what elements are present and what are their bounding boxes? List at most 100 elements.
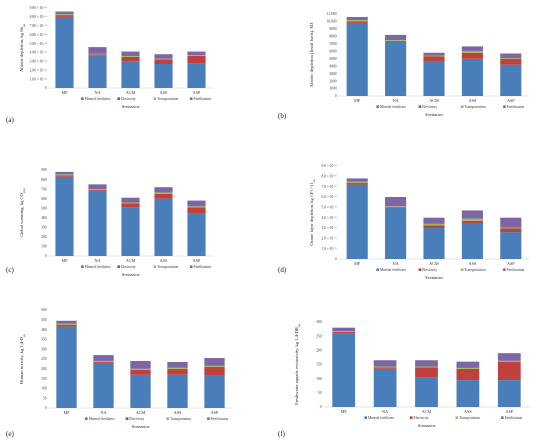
panel-label: (e) bbox=[6, 430, 14, 438]
legend-swatch bbox=[376, 268, 379, 271]
legend-label: Fertilization bbox=[194, 265, 212, 269]
legend-swatch bbox=[117, 265, 120, 268]
bar-segment bbox=[461, 218, 483, 221]
y-tick-label: 3.00 × 10⁻⁴ bbox=[30, 60, 48, 64]
bar-segment bbox=[121, 197, 140, 203]
bar-segment bbox=[154, 198, 173, 256]
x-category-label: MF bbox=[61, 90, 68, 95]
bar-segment bbox=[415, 360, 438, 367]
x-category-label: ASS bbox=[469, 261, 477, 266]
legend-swatch bbox=[418, 268, 422, 271]
y-tick-label: 150 bbox=[316, 363, 322, 367]
x-category-label: MF bbox=[63, 410, 70, 415]
bar-segment bbox=[121, 61, 140, 88]
bar-segment bbox=[130, 374, 151, 408]
legend-swatch bbox=[189, 97, 193, 100]
bar-segment bbox=[204, 358, 225, 366]
y-tick-label: 150 bbox=[41, 377, 47, 381]
y-tick-label: 2.00 × 10⁻⁴ bbox=[30, 68, 48, 72]
bar-segment bbox=[88, 191, 107, 256]
y-tick-label: 400 bbox=[41, 328, 47, 332]
bar-segment bbox=[55, 11, 74, 15]
bar-segment bbox=[88, 47, 107, 54]
y-tick-label: 250 bbox=[41, 357, 47, 361]
bar-segment bbox=[332, 331, 356, 332]
y-tick-label: 7.00 × 10⁻⁴ bbox=[30, 24, 48, 28]
x-category-label: MF bbox=[341, 409, 348, 414]
bar-segment bbox=[55, 174, 74, 176]
x-category-label: NA bbox=[382, 409, 388, 414]
bar-segment bbox=[500, 53, 522, 58]
legend-label: Mineral fertilizers bbox=[380, 268, 407, 272]
y-tick-label: 2.0 × 10⁻⁵ bbox=[321, 237, 337, 241]
x-axis-title: Scenarios bbox=[425, 275, 443, 280]
legend-swatch bbox=[117, 97, 120, 100]
legend-label: Mineral fertilizers bbox=[85, 265, 112, 269]
x-category-label: ACM bbox=[126, 258, 136, 263]
bar-segment bbox=[423, 225, 445, 228]
y-tick-label: 500 bbox=[41, 206, 47, 210]
bar-segment bbox=[456, 367, 480, 369]
bar-segment bbox=[346, 21, 368, 23]
y-tick-label: 300 bbox=[41, 226, 47, 230]
y-tick-label: 500 bbox=[41, 308, 47, 312]
y-tick-label: 4.00 × 10⁻⁴ bbox=[30, 51, 48, 55]
y-tick-label: 400 bbox=[41, 216, 47, 220]
legend-swatch bbox=[503, 268, 506, 271]
bar-segment bbox=[456, 368, 480, 381]
bar-segment bbox=[93, 360, 114, 362]
y-tick-label: 1000 bbox=[329, 87, 336, 91]
bar-segment bbox=[121, 56, 140, 62]
bar-segment bbox=[204, 365, 225, 367]
bar-segment bbox=[154, 59, 173, 64]
x-category-label: ACM bbox=[429, 98, 439, 103]
y-tick-label: 1.00 × 10⁻⁴ bbox=[30, 77, 48, 81]
legend-label: Transportation bbox=[157, 265, 178, 269]
bar-segment bbox=[56, 323, 77, 325]
bar-segment bbox=[346, 181, 368, 184]
x-category-label: ASP bbox=[505, 409, 513, 414]
x-category-label: ACM bbox=[429, 261, 439, 266]
legend-swatch bbox=[125, 417, 129, 420]
bar-segment bbox=[204, 366, 225, 376]
bar-segment bbox=[423, 52, 445, 56]
bar-segment bbox=[500, 227, 522, 229]
bar-segment bbox=[93, 361, 114, 363]
y-tick-label: 0 bbox=[45, 86, 47, 90]
bar-segment bbox=[88, 54, 107, 56]
legend-label: Mineral fertilizers bbox=[89, 417, 116, 421]
bar-segment bbox=[497, 361, 521, 381]
bar-segment bbox=[385, 40, 407, 42]
legend-swatch bbox=[189, 265, 193, 268]
y-axis-title: Human toxicity, kg 1,4-Deq bbox=[19, 334, 26, 384]
y-tick-label: 5.0 × 10⁻⁵ bbox=[321, 206, 337, 210]
bar-segment bbox=[121, 203, 140, 208]
chart-panel: 0 50 100 150 200 250 300 350 400 450 500 MF NA ACM ASS… bbox=[6, 308, 233, 438]
bar-segment bbox=[385, 207, 407, 259]
bar-segment bbox=[346, 183, 368, 185]
x-category-label: ACM bbox=[422, 409, 432, 414]
bar-segment bbox=[167, 361, 188, 368]
x-axis-title: Scenarios bbox=[122, 272, 140, 277]
y-tick-label: 3000 bbox=[329, 72, 336, 76]
legend-swatch bbox=[460, 268, 464, 271]
bar-segment bbox=[346, 22, 368, 97]
bar-segment bbox=[385, 206, 407, 207]
bar-segment bbox=[423, 228, 445, 259]
x-category-label: ACM bbox=[136, 410, 146, 415]
bar-segment bbox=[130, 368, 151, 370]
legend-swatch bbox=[501, 416, 504, 419]
bar-segment bbox=[130, 369, 151, 375]
legend-swatch bbox=[81, 97, 84, 100]
y-tick-label: 11,000 bbox=[327, 12, 337, 17]
bar-segment bbox=[500, 57, 522, 59]
bar-segment bbox=[130, 360, 151, 369]
bar-segment bbox=[461, 220, 483, 224]
y-tick-label: 700 bbox=[41, 187, 47, 191]
x-category-label: ASS bbox=[160, 258, 168, 263]
legend-label: Electricity bbox=[129, 417, 144, 421]
y-tick-label: 0 bbox=[335, 257, 337, 261]
x-category-label: ASP bbox=[211, 410, 219, 415]
legend-swatch bbox=[166, 417, 169, 420]
y-tick-label: 6000 bbox=[329, 49, 336, 53]
